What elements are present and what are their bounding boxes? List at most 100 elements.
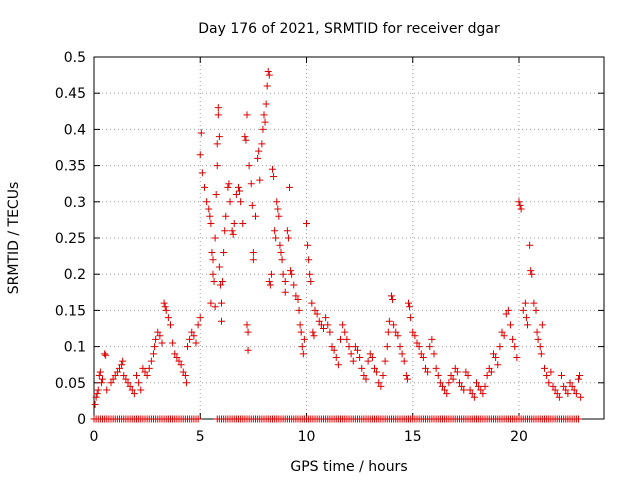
data-point	[267, 270, 275, 278]
data-point	[460, 386, 468, 394]
data-point	[194, 415, 202, 423]
data-point	[558, 372, 565, 380]
data-point	[445, 379, 453, 387]
data-point	[511, 343, 519, 351]
data-point	[215, 263, 223, 271]
data-point	[303, 220, 310, 228]
data-point	[95, 372, 103, 380]
data-point	[300, 335, 308, 343]
data-point	[419, 353, 427, 361]
y-tick-label: 0.4	[64, 122, 86, 138]
axis-ticks	[93, 56, 604, 420]
data-point	[269, 165, 276, 173]
data-point	[236, 187, 244, 195]
data-point	[568, 382, 576, 390]
x-tick-label: 10	[298, 429, 316, 445]
data-point	[292, 292, 300, 300]
data-point	[164, 314, 172, 322]
data-point	[509, 335, 517, 343]
data-point	[373, 368, 381, 376]
data-point	[242, 136, 250, 144]
data-point	[411, 332, 419, 340]
data-point	[287, 267, 295, 275]
data-point	[277, 248, 285, 256]
data-point	[475, 382, 483, 390]
data-point	[354, 346, 361, 354]
data-point	[102, 351, 110, 359]
x-axis-title: GPS time / hours	[290, 459, 407, 475]
data-point	[479, 390, 487, 398]
data-point	[207, 299, 215, 307]
data-point	[439, 382, 446, 390]
data-point	[566, 379, 574, 387]
data-point	[213, 162, 221, 170]
data-point	[349, 357, 357, 365]
data-point	[502, 310, 510, 318]
data-point	[99, 375, 106, 383]
data-point	[490, 350, 497, 358]
data-point	[575, 375, 582, 383]
data-point	[241, 133, 249, 141]
data-point	[286, 183, 293, 191]
data-point	[536, 343, 544, 351]
data-point	[137, 386, 145, 394]
data-point	[97, 379, 105, 387]
data-point	[470, 393, 478, 401]
data-point	[383, 343, 391, 351]
data-point	[315, 317, 323, 325]
data-point	[124, 379, 132, 387]
data-point	[264, 67, 272, 75]
data-point	[481, 382, 489, 390]
data-point	[575, 415, 582, 423]
data-point	[188, 328, 196, 336]
data-point	[247, 180, 255, 188]
data-point	[537, 350, 545, 358]
data-point	[196, 314, 204, 322]
data-point	[91, 401, 99, 409]
data-point	[184, 343, 191, 351]
data-point	[524, 321, 531, 329]
data-point	[388, 292, 395, 300]
data-point	[145, 364, 153, 372]
data-point	[392, 328, 400, 336]
data-point	[330, 346, 338, 354]
data-point	[211, 303, 219, 311]
data-point	[498, 328, 506, 336]
data-point	[432, 364, 440, 372]
data-point	[434, 372, 442, 380]
data-point	[224, 183, 232, 191]
data-point	[276, 241, 284, 249]
data-point	[270, 172, 278, 180]
data-point	[553, 390, 561, 398]
data-point	[283, 227, 291, 235]
data-point	[500, 332, 508, 340]
data-point	[198, 169, 206, 177]
data-point	[462, 368, 470, 376]
y-tick-labels: 0 0.05 0.1 0.15 0.2 0.25 0.3 0.35 0.4 0.45 0.5	[55, 50, 86, 428]
data-point	[249, 248, 257, 256]
data-point	[564, 390, 572, 398]
data-point	[220, 248, 228, 256]
data-point	[209, 270, 217, 278]
data-point	[239, 220, 247, 228]
data-point	[248, 201, 256, 209]
data-point	[116, 364, 123, 372]
data-point	[326, 328, 334, 336]
data-point	[111, 372, 119, 380]
data-point	[538, 321, 546, 329]
data-point	[272, 234, 280, 242]
data-points	[90, 67, 585, 423]
data-point	[339, 321, 347, 329]
data-point	[547, 368, 555, 376]
data-point	[375, 379, 383, 387]
data-point	[516, 201, 524, 209]
data-point	[541, 364, 548, 372]
data-point	[328, 343, 336, 351]
data-point	[171, 350, 179, 358]
data-point	[143, 372, 151, 380]
data-point	[483, 372, 491, 380]
data-point	[244, 328, 252, 336]
data-point	[103, 386, 111, 394]
y-tick-label: 0.5	[64, 50, 86, 66]
data-point	[192, 339, 200, 347]
